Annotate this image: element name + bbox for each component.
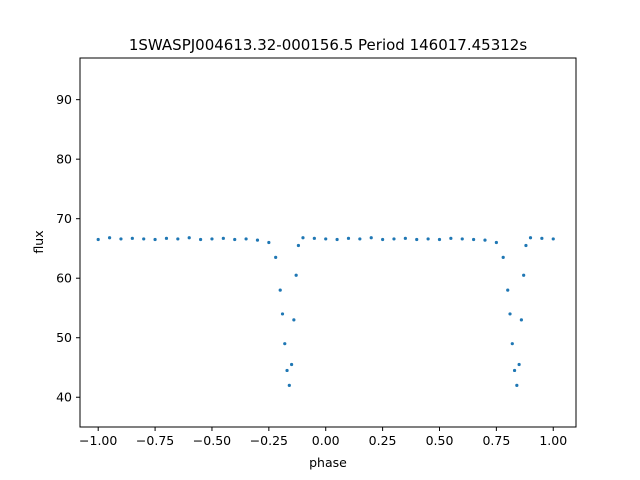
- data-point: [221, 236, 225, 240]
- data-point: [515, 383, 519, 387]
- data-point: [346, 236, 351, 240]
- data-point: [512, 368, 517, 373]
- data-point: [142, 237, 146, 241]
- y-tick-label: 50: [56, 330, 72, 345]
- x-tick-label: 1.00: [539, 433, 567, 448]
- data-point: [198, 237, 203, 242]
- y-tick-label: 40: [56, 390, 72, 405]
- x-tick-label: −0.50: [193, 433, 231, 448]
- data-point: [130, 236, 134, 240]
- data-point: [415, 237, 419, 242]
- data-point: [267, 240, 271, 245]
- y-tick-label: 70: [56, 211, 72, 226]
- data-point: [528, 236, 533, 240]
- data-points: [96, 236, 555, 387]
- data-point: [296, 243, 301, 248]
- data-point: [187, 236, 191, 240]
- data-point: [510, 342, 514, 346]
- data-point: [369, 236, 373, 240]
- data-point: [517, 362, 521, 367]
- x-tick-label: −0.25: [250, 433, 288, 448]
- y-axis-label: flux: [31, 230, 46, 253]
- data-point: [244, 237, 248, 241]
- data-point: [290, 362, 294, 367]
- data-point: [274, 255, 278, 259]
- data-point: [358, 237, 362, 241]
- x-tick-label: −0.75: [136, 433, 174, 448]
- data-point: [519, 318, 523, 322]
- data-point: [392, 237, 396, 241]
- data-point: [472, 237, 476, 242]
- data-point: [426, 237, 430, 241]
- y-axis: 40 50 60 70 80 90: [56, 92, 80, 405]
- chart-title: 1SWASPJ004613.32-000156.5 Period 146017.…: [129, 36, 527, 54]
- data-point: [403, 236, 407, 240]
- data-point: [449, 236, 453, 240]
- data-point: [494, 240, 498, 245]
- data-point: [278, 288, 282, 292]
- data-point: [292, 318, 296, 322]
- data-point: [283, 342, 287, 346]
- data-point: [312, 236, 316, 240]
- y-tick-label: 60: [56, 271, 72, 286]
- data-point: [164, 236, 169, 240]
- data-point: [294, 273, 298, 277]
- data-point: [483, 238, 487, 242]
- x-tick-label: 0.00: [312, 433, 340, 448]
- data-point: [285, 368, 289, 373]
- data-point: [153, 237, 157, 242]
- x-tick-label: 0.75: [482, 433, 510, 448]
- plot-area: [80, 58, 576, 427]
- x-axis: −1.00 −0.75 −0.50 −0.25 0.00 0.25 0.50 0.75 1.00: [79, 427, 567, 448]
- y-tick-label: 80: [56, 152, 72, 167]
- data-point: [280, 312, 285, 316]
- x-tick-label: −1.00: [79, 433, 117, 448]
- data-point: [506, 288, 510, 292]
- data-point: [255, 238, 260, 242]
- data-point: [381, 237, 385, 242]
- data-point: [324, 237, 328, 241]
- data-point: [176, 237, 180, 241]
- data-point: [301, 236, 305, 240]
- x-tick-label: 0.50: [426, 433, 454, 448]
- data-point: [119, 237, 123, 241]
- data-point: [501, 255, 505, 259]
- data-point: [522, 273, 526, 277]
- data-point: [540, 236, 544, 240]
- data-point: [460, 237, 464, 241]
- data-point: [335, 237, 339, 242]
- data-point: [508, 312, 512, 316]
- x-tick-label: 0.25: [369, 433, 397, 448]
- data-point: [107, 236, 112, 240]
- plot-border: [79, 57, 577, 428]
- data-point: [551, 237, 555, 241]
- y-tick-label: 90: [56, 92, 72, 107]
- data-point: [437, 237, 442, 242]
- data-point: [287, 383, 291, 387]
- data-point: [96, 237, 100, 242]
- x-axis-label: phase: [309, 455, 347, 470]
- data-point: [233, 237, 237, 242]
- data-point: [524, 243, 528, 248]
- data-point: [210, 237, 214, 241]
